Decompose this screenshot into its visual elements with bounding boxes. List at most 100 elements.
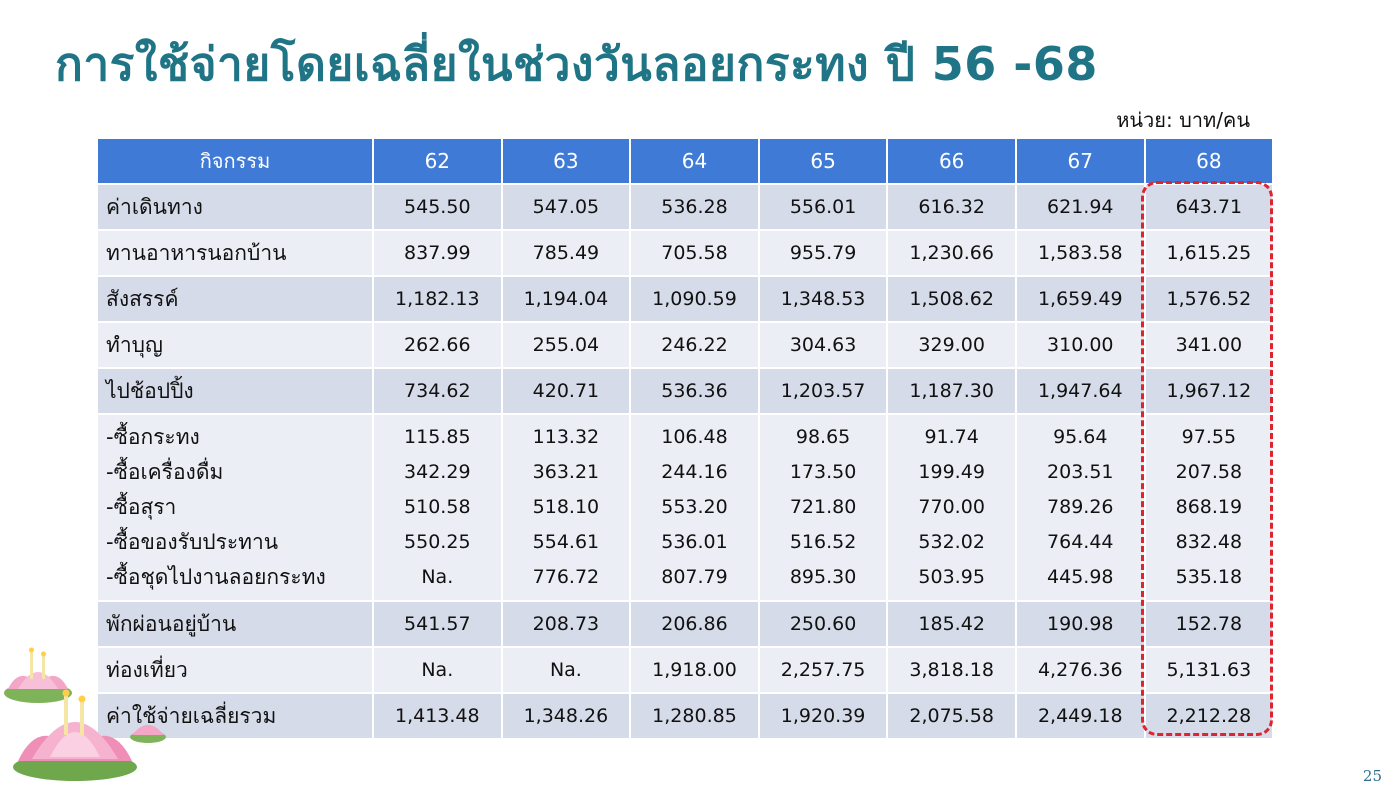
table-cell: 541.57 — [372, 600, 503, 648]
sub-value: 535.18 — [1175, 566, 1243, 588]
header-year: 62 — [372, 137, 503, 185]
table-cell: 152.78 — [1143, 600, 1275, 648]
total-row: ค่าใช้จ่ายเฉลี่ยรวม 1,413.48 1,348.26 1,… — [96, 692, 1275, 740]
sub-value: 363.21 — [532, 461, 600, 483]
row-label: ค่าเดินทาง — [96, 183, 374, 231]
table-cell: 255.04 — [500, 321, 632, 369]
sub-value: 789.26 — [1047, 496, 1114, 518]
table-cell: 1,967.12 — [1143, 367, 1275, 415]
table-cell: 206.86 — [629, 600, 760, 648]
table-cell: 1,348.26 — [500, 692, 632, 740]
table-cell: 3,818.18 — [886, 646, 1017, 694]
sub-value: 516.52 — [789, 531, 857, 553]
table-row: ทานอาหารนอกบ้าน 837.99 785.49 705.58 955… — [96, 229, 1275, 277]
sub-value: 106.48 — [661, 426, 728, 448]
table-cell: 837.99 — [372, 229, 503, 277]
sub-value: 207.58 — [1175, 461, 1243, 483]
sub-value: 244.16 — [661, 461, 728, 483]
slide-title: การใช้จ่ายโดยเฉลี่ยในช่วงวันลอยกระทง ปี … — [55, 37, 1098, 91]
sub-cell: 98.65 173.50 721.80 516.52 895.30 — [757, 413, 889, 602]
table-cell: 1,090.59 — [629, 275, 760, 323]
table-cell: 2,212.28 — [1143, 692, 1275, 740]
table-cell: 329.00 — [886, 321, 1017, 369]
sub-value: 895.30 — [789, 566, 857, 588]
expense-table: กิจกรรม 62 63 64 65 66 67 68 ค่าเดินทาง … — [96, 137, 1275, 740]
table-cell: 250.60 — [757, 600, 889, 648]
shopping-breakdown-row: -ซื้อกระทง -ซื้อเครื่องดื่ม -ซื้อสุรา -ซ… — [96, 413, 1275, 602]
row-label: ไปช้อปปิ้ง — [96, 367, 374, 415]
table-cell: 1,583.58 — [1014, 229, 1146, 277]
table-cell: 1,230.66 — [886, 229, 1017, 277]
table-cell: 262.66 — [372, 321, 503, 369]
table-cell: 1,615.25 — [1143, 229, 1275, 277]
sub-value: 721.80 — [789, 496, 857, 518]
table-row: ท่องเที่ยว Na. Na. 1,918.00 2,257.75 3,8… — [96, 646, 1275, 694]
table-cell: 1,187.30 — [886, 367, 1017, 415]
header-year: 63 — [500, 137, 632, 185]
table-row: ทำบุญ 262.66 255.04 246.22 304.63 329.00… — [96, 321, 1275, 369]
table-row: พักผ่อนอยู่บ้าน 541.57 208.73 206.86 250… — [96, 600, 1275, 648]
table-cell: 545.50 — [372, 183, 503, 231]
table-cell: 5,131.63 — [1143, 646, 1275, 694]
sub-value: 510.58 — [404, 496, 471, 518]
table-cell: 4,276.36 — [1014, 646, 1146, 694]
header-row: กิจกรรม 62 63 64 65 66 67 68 — [96, 137, 1275, 185]
sub-cell: 91.74 199.49 770.00 532.02 503.95 — [886, 413, 1017, 602]
header-year: 64 — [629, 137, 760, 185]
table-row: สังสรรค์ 1,182.13 1,194.04 1,090.59 1,34… — [96, 275, 1275, 323]
table-cell: 536.36 — [629, 367, 760, 415]
table-cell: 1,920.39 — [757, 692, 889, 740]
table-cell: 1,947.64 — [1014, 367, 1146, 415]
row-label: ทำบุญ — [96, 321, 374, 369]
row-label: สังสรรค์ — [96, 275, 374, 323]
table-cell: 2,075.58 — [886, 692, 1017, 740]
sub-value: 518.10 — [532, 496, 600, 518]
table-cell: 616.32 — [886, 183, 1017, 231]
sub-value: 97.55 — [1181, 426, 1237, 448]
sub-row-label: -ซื้อเครื่องดื่ม — [106, 460, 224, 484]
header-year: 66 — [886, 137, 1017, 185]
sub-value: 98.65 — [795, 426, 851, 448]
table-cell: 547.05 — [500, 183, 632, 231]
sub-cell: 113.32 363.21 518.10 554.61 776.72 — [500, 413, 632, 602]
table-cell: 955.79 — [757, 229, 889, 277]
sub-row-label: -ซื้อสุรา — [106, 495, 177, 519]
table-cell: 705.58 — [629, 229, 760, 277]
table-cell: 536.28 — [629, 183, 760, 231]
table-cell: 1,576.52 — [1143, 275, 1275, 323]
table-cell: 246.22 — [629, 321, 760, 369]
table-cell: 1,918.00 — [629, 646, 760, 694]
row-label: พักผ่อนอยู่บ้าน — [96, 600, 374, 648]
table-cell: 1,659.49 — [1014, 275, 1146, 323]
sub-value: Na. — [421, 566, 454, 588]
sub-value: 832.48 — [1175, 531, 1243, 553]
table-cell: 1,348.53 — [757, 275, 889, 323]
sub-value: 532.02 — [918, 531, 985, 553]
table-cell: 1,508.62 — [886, 275, 1017, 323]
sub-value: 445.98 — [1047, 566, 1114, 588]
sub-value: 550.25 — [404, 531, 471, 553]
table-cell: 734.62 — [372, 367, 503, 415]
sub-label-cell: -ซื้อกระทง -ซื้อเครื่องดื่ม -ซื้อสุรา -ซ… — [96, 413, 374, 602]
sub-value: 536.01 — [661, 531, 728, 553]
sub-value: 554.61 — [532, 531, 600, 553]
sub-cell: 95.64 203.51 789.26 764.44 445.98 — [1014, 413, 1146, 602]
sub-value: 95.64 — [1053, 426, 1108, 448]
sub-row-label: -ซื้อของรับประทาน — [106, 530, 279, 554]
sub-value: 115.85 — [404, 426, 471, 448]
sub-value: 199.49 — [918, 461, 985, 483]
sub-value: 113.32 — [532, 426, 600, 448]
table-cell: 1,194.04 — [500, 275, 632, 323]
row-label: ท่องเที่ยว — [96, 646, 374, 694]
table-cell: 1,182.13 — [372, 275, 503, 323]
table-cell: 2,257.75 — [757, 646, 889, 694]
sub-cell: 115.85 342.29 510.58 550.25 Na. — [372, 413, 503, 602]
header-year: 65 — [757, 137, 889, 185]
table-cell: 185.42 — [886, 600, 1017, 648]
page-number: 25 — [1362, 767, 1382, 785]
sub-value: 770.00 — [918, 496, 985, 518]
sub-value: 764.44 — [1047, 531, 1114, 553]
table-row: ไปช้อปปิ้ง 734.62 420.71 536.36 1,203.57… — [96, 367, 1275, 415]
unit-label: หน่วย: บาท/คน — [1116, 108, 1250, 132]
sub-value: 203.51 — [1047, 461, 1114, 483]
